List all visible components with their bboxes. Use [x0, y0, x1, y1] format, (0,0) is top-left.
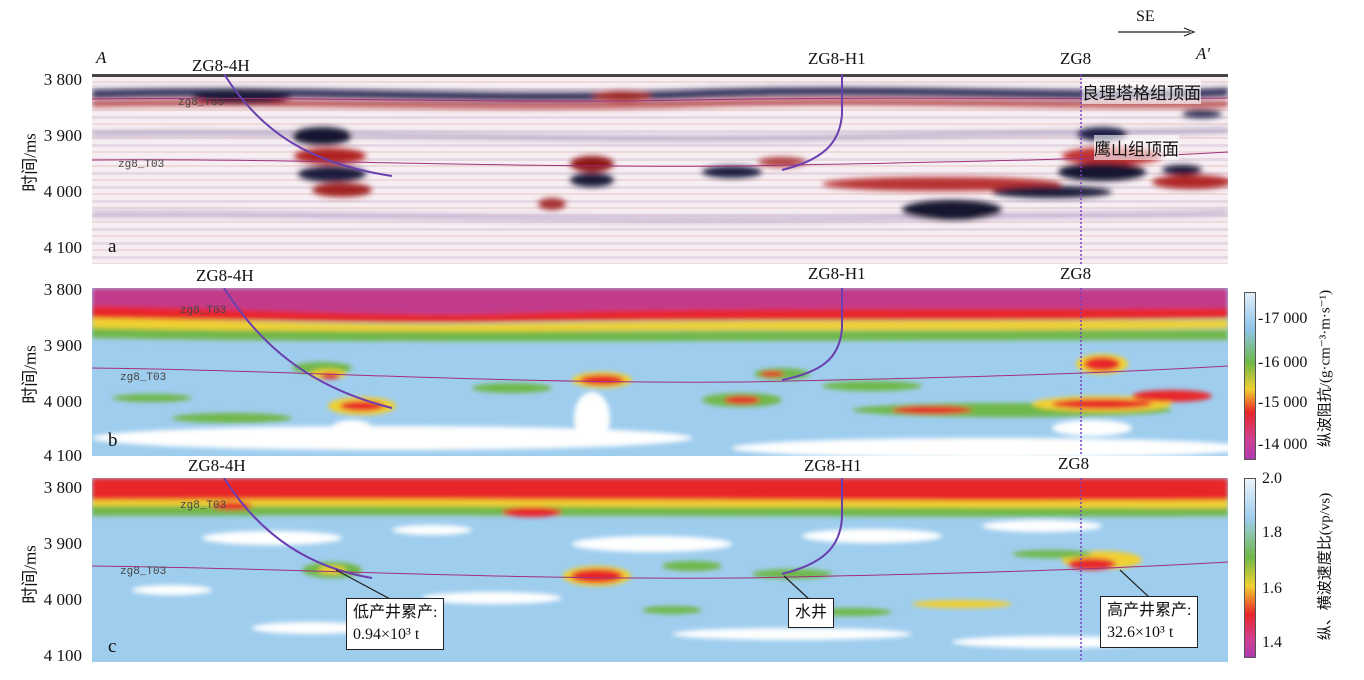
panel-label-c: c [108, 636, 117, 657]
well-label-zg8-4h-c: ZG8-4H [188, 456, 246, 475]
colorbar-b-tick-17000: -17 000 [1258, 310, 1308, 327]
callout-low-line1: 低产井累产: [353, 604, 438, 621]
y-tick-3900-b: 3 900 [43, 336, 82, 355]
callout-low-production: 低产井累产: 0.94×10³ t [346, 598, 445, 650]
callout-high-production: 高产井累产: 32.6×10³ t [1100, 596, 1199, 648]
y-tick-3800-c: 3 800 [43, 478, 82, 497]
y-tick-3900-a: 3 900 [43, 126, 82, 145]
callout-water-line1: 水井 [795, 604, 828, 621]
panel-label-a: a [108, 236, 117, 257]
y-tick-4000-b: 4 000 [43, 392, 82, 411]
profile-start-label: A [96, 48, 107, 67]
y-tick-4100-c: 4 100 [43, 646, 82, 665]
colorbar-velocity-ratio [1244, 478, 1256, 658]
well-label-zg8-h1-c: ZG8-H1 [804, 456, 862, 475]
well-label-zg8-4h-a: ZG8-4H [192, 56, 250, 75]
impedance-section [92, 288, 1228, 456]
horizon-tag-lower-a: zg8_T03 [118, 159, 165, 171]
direction-label: SE [1136, 8, 1155, 25]
colorbar-b-tick-16000: -16 000 [1258, 354, 1308, 371]
horizon-tag-upper-b: zg8_T03 [180, 305, 227, 317]
colorbar-impedance [1244, 292, 1256, 460]
well-label-zg8-a: ZG8 [1060, 49, 1092, 68]
well-label-zg8-h1-a: ZG8-H1 [808, 49, 866, 68]
well-label-zg8-b: ZG8 [1060, 264, 1092, 283]
y-tick-3800-a: 3 800 [43, 70, 82, 89]
velocity-ratio-section [92, 478, 1228, 662]
profile-end-label: A′ [1196, 44, 1211, 63]
well-label-zg8-c: ZG8 [1058, 454, 1090, 473]
seismic-section [92, 74, 1228, 264]
callout-high-line2: 32.6×10³ t [1107, 624, 1174, 641]
horizon-tag-lower-b: zg8_T03 [120, 372, 167, 384]
panel-label-b: b [108, 430, 118, 451]
horizon-tag-upper-a: zg8_T03 [178, 97, 225, 109]
y-tick-4100-a: 4 100 [43, 238, 82, 257]
y-tick-3800-b: 3 800 [43, 280, 82, 299]
colorbar-c-tick-1.4: 1.4 [1262, 634, 1282, 651]
horizon-tag-lower-c: zg8_T03 [120, 566, 167, 578]
horizon-label-lianglitage-top: 良理塔格组顶面 [1082, 79, 1201, 104]
horizon-tag-upper-c: zg8_T03 [180, 500, 227, 512]
y-tick-4100-b: 4 100 [43, 446, 82, 465]
well-label-zg8-4h-b: ZG8-4H [196, 266, 254, 285]
colorbar-b-tick-14000: -14 000 [1258, 436, 1308, 453]
panel-a-seismic [92, 74, 1228, 264]
colorbar-c-tick-1.8: 1.8 [1262, 524, 1282, 541]
colorbar-c-tick-2.0: 2.0 [1262, 470, 1282, 487]
panel-b-impedance [92, 288, 1228, 456]
colorbar-c-label: 纵、横波速度比(vp/vs) [1317, 492, 1334, 641]
direction-arrow [1118, 27, 1196, 37]
y-tick-4000-a: 4 000 [43, 182, 82, 201]
callout-water-well: 水井 [788, 598, 835, 628]
well-label-zg8-h1-b: ZG8-H1 [808, 264, 866, 283]
y-tick-3900-c: 3 900 [43, 534, 82, 553]
callout-low-line2: 0.94×10³ t [353, 626, 420, 643]
horizon-label-yingshan-top: 鹰山组顶面 [1094, 135, 1179, 160]
colorbar-c-tick-1.6: 1.6 [1262, 580, 1282, 597]
colorbar-b-tick-15000: -15 000 [1258, 394, 1308, 411]
callout-high-line1: 高产井累产: [1107, 602, 1192, 619]
y-tick-4000-c: 4 000 [43, 590, 82, 609]
panel-c-velocity-ratio [92, 478, 1228, 662]
